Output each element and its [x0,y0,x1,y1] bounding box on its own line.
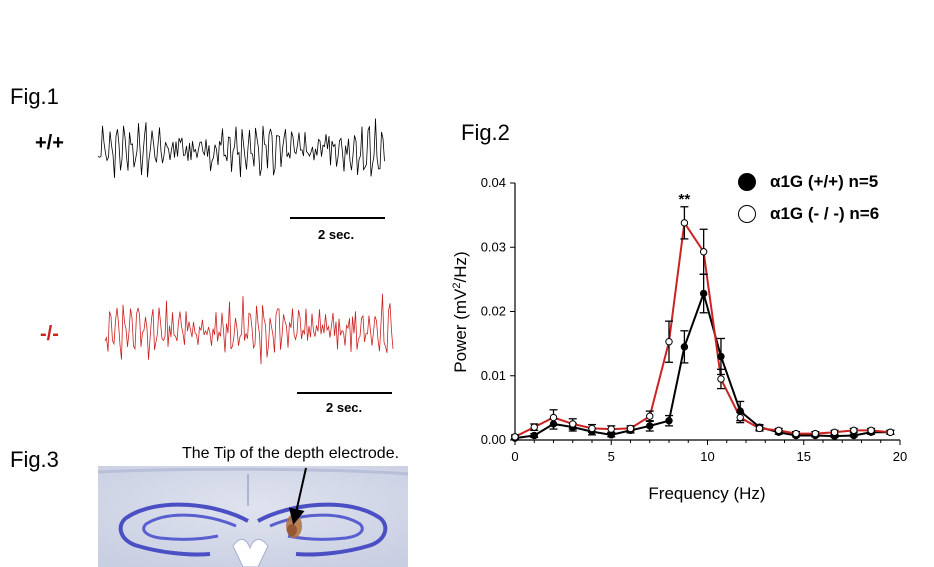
y-tick-label: 0.04 [481,175,506,190]
data-point-1 [549,413,558,422]
data-point-1 [530,423,538,431]
legend-marker-filled [738,173,756,191]
data-point-1 [626,424,635,433]
data-point-1 [569,420,577,428]
data-point-1 [588,424,596,433]
y-axis-label: Power (mV2/Hz) [451,251,470,372]
electrode-annotation: The Tip of the depth electrode. [182,445,400,462]
data-point-1 [717,375,725,383]
data-point-1 [680,219,689,227]
data-point-0 [646,422,654,430]
data-point-1 [811,429,819,438]
data-point-1 [775,426,783,435]
data-point-1 [646,412,654,420]
data-point-0 [530,431,538,440]
data-point-1 [755,424,764,433]
data-point-1 [850,426,858,435]
significance-marker: ** [679,191,691,208]
ko-scale-label: 2 sec. [326,400,363,415]
ko-genotype-label: -/- [40,323,59,345]
wt-scale-label: 2 sec. [318,227,355,242]
data-point-0 [680,343,689,351]
fig1-label: Fig.1 [10,84,59,109]
data-point-0 [699,289,708,298]
data-point-1 [607,425,615,433]
data-point-1 [867,426,875,435]
legend-label-ko: α1G (- / -) n=6 [770,204,880,223]
data-point-1 [665,337,673,346]
legend-marker-open [738,205,756,223]
x-axis-label: Frequency (Hz) [648,484,765,503]
data-point-1 [736,413,744,422]
y-tick-label: 0.00 [481,432,506,447]
brain-section-image [98,466,408,567]
series-line-0 [514,290,891,440]
x-tick-label: 20 [893,449,907,464]
wt-genotype-label: +/+ [35,132,64,154]
data-point-1 [886,428,895,436]
data-point-1 [699,248,708,256]
fig3-label: Fig.3 [10,447,59,472]
data-point-1 [830,428,839,436]
legend-label-wt: α1G (+/+) n=5 [770,172,879,191]
wt-eeg-trace [97,118,385,178]
x-tick-label: 5 [608,449,615,464]
data-point-0 [717,352,725,361]
x-tick-label: 15 [797,449,811,464]
ko-eeg-trace [104,293,394,365]
data-point-1 [511,433,519,441]
data-point-1 [792,429,800,438]
y-tick-label: 0.02 [481,304,506,319]
fig2-label: Fig.2 [461,120,510,145]
x-tick-label: 10 [700,449,714,464]
data-point-0 [665,417,673,425]
y-tick-label: 0.03 [481,239,506,254]
x-tick-label: 0 [511,449,518,464]
y-tick-label: 0.01 [481,368,506,383]
